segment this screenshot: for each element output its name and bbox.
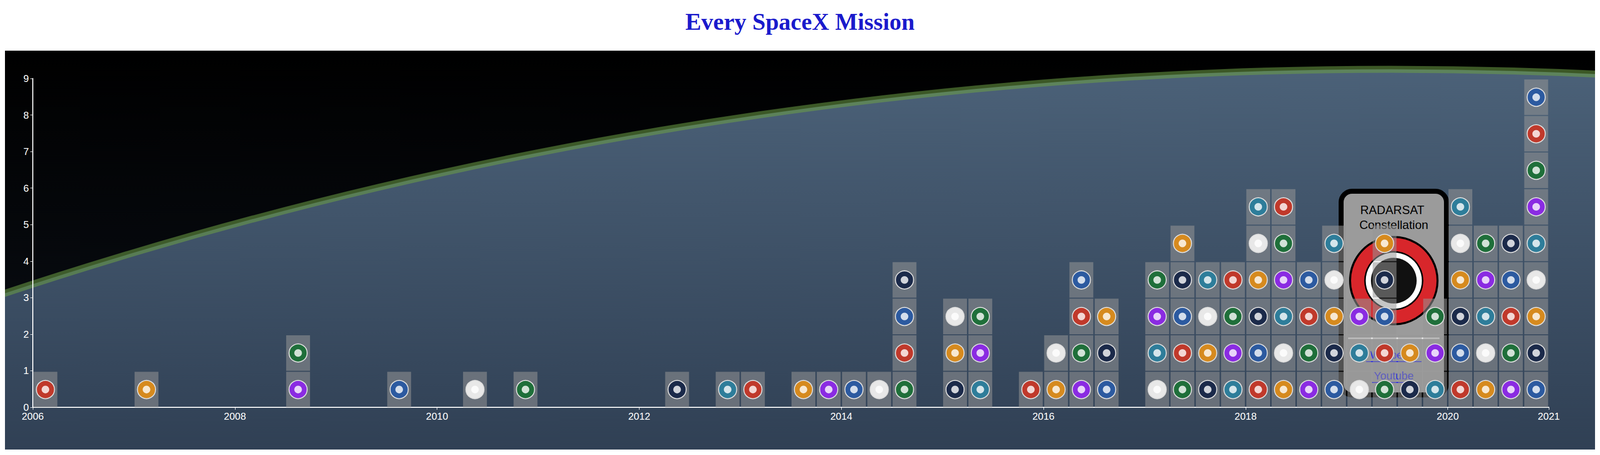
svg-text:2020: 2020 <box>1436 410 1459 422</box>
svg-text:8: 8 <box>23 109 29 121</box>
svg-text:3: 3 <box>23 292 29 304</box>
svg-text:2016: 2016 <box>1032 410 1055 422</box>
svg-text:4: 4 <box>23 255 29 267</box>
svg-text:9: 9 <box>23 73 29 84</box>
svg-text:1: 1 <box>23 365 29 377</box>
svg-text:0: 0 <box>23 401 29 413</box>
svg-text:5: 5 <box>23 219 29 231</box>
svg-text:7: 7 <box>23 146 29 158</box>
svg-text:Every SpaceX Mission: Every SpaceX Mission <box>685 8 915 35</box>
svg-text:2010: 2010 <box>425 410 449 422</box>
svg-text:2014: 2014 <box>830 410 853 422</box>
svg-text:2021: 2021 <box>1537 410 1561 422</box>
svg-text:2018: 2018 <box>1234 410 1258 422</box>
svg-text:2: 2 <box>23 328 29 340</box>
svg-text:2006: 2006 <box>21 410 45 422</box>
svg-text:RADARSAT: RADARSAT <box>1360 203 1428 217</box>
svg-text:2008: 2008 <box>224 410 247 422</box>
svg-text:Constellation: Constellation <box>1359 217 1429 232</box>
svg-text:6: 6 <box>23 182 29 194</box>
svg-text:2012: 2012 <box>628 410 651 422</box>
